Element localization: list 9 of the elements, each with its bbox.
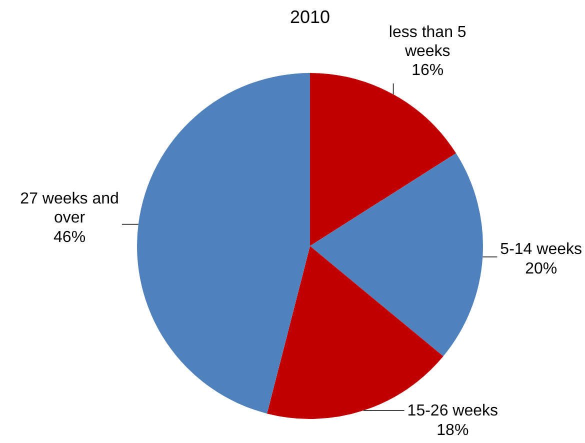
chart-title: 2010 xyxy=(290,6,330,27)
slice-label: 27 weeks and over xyxy=(20,190,119,227)
data-label: 18% xyxy=(436,422,469,439)
data-label: 16% xyxy=(412,62,444,80)
data-label: 20% xyxy=(525,260,558,278)
slice-label: less than 5 weeks xyxy=(388,24,466,60)
slice-label: 5-14 weeks xyxy=(500,241,582,258)
slice-label: 15-26 weeks xyxy=(407,402,498,420)
data-label: 46% xyxy=(54,228,86,246)
